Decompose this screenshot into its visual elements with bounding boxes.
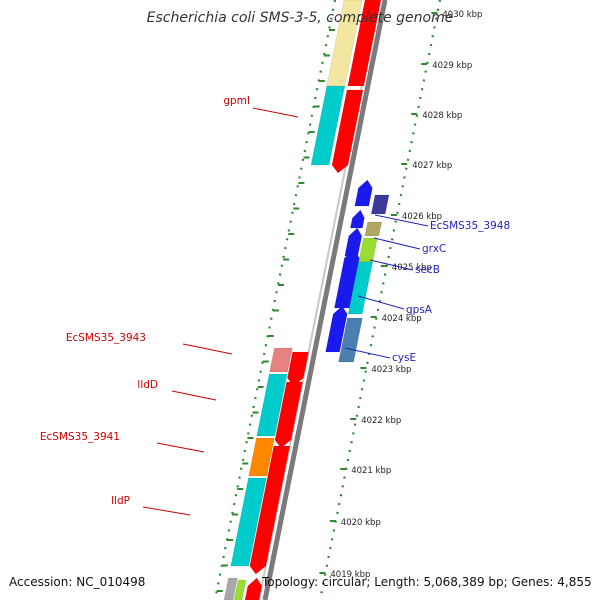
gene-block-EcSMS35_3943 xyxy=(268,347,294,373)
tick-label: 4021 kbp xyxy=(351,466,391,476)
label-leader-line xyxy=(156,442,205,453)
label-leader-line xyxy=(182,343,233,355)
gene-label-forward: grxC xyxy=(422,243,446,255)
gene-block-gpmI xyxy=(310,85,346,166)
tick-label: 4022 kbp xyxy=(361,416,401,426)
gene-block-gpsA xyxy=(347,261,374,315)
gene-block-red-gpmI xyxy=(331,89,364,174)
gene-label-reverse: gpmI xyxy=(223,95,250,107)
label-leader-line xyxy=(373,237,421,250)
label-leader-line xyxy=(357,295,405,310)
tick-label: 4020 kbp xyxy=(341,518,381,528)
gene-block-cysE xyxy=(337,317,364,363)
label-leader-line xyxy=(374,214,429,227)
tick-label: 4028 kbp xyxy=(422,111,462,121)
gene-block-EcSMS35_3941 xyxy=(248,437,276,477)
gene-block-blue-2 xyxy=(349,209,365,229)
backbone-line xyxy=(262,0,388,600)
tick-label: 4024 kbp xyxy=(382,314,422,324)
gene-label-forward: EcSMS35_3948 xyxy=(430,220,510,232)
gene-label-forward: gpsA xyxy=(406,304,433,316)
gene-label-reverse: EcSMS35_3943 xyxy=(66,332,146,344)
tick-label: 4025 kbp xyxy=(392,263,432,273)
gene-block-red-bottom xyxy=(244,577,263,600)
gene-block-lldD xyxy=(256,373,288,437)
label-leader-line xyxy=(369,259,414,271)
gene-block-green-bottom xyxy=(233,579,247,600)
tick-label: 4030 kbp xyxy=(442,10,482,20)
gene-label-reverse: lldP xyxy=(111,495,130,507)
gene-label-reverse: EcSMS35_3941 xyxy=(40,431,120,443)
gene-block-blue-5 xyxy=(324,305,348,353)
gene-block-grxC xyxy=(364,221,383,237)
footer-left-bg xyxy=(0,570,150,592)
gene-block-secB xyxy=(357,237,379,263)
tick-label: 4029 kbp xyxy=(432,61,472,71)
gene-block-gray-bottom xyxy=(223,577,239,600)
label-leader-line xyxy=(252,107,299,118)
gene-block-red-top xyxy=(347,0,382,87)
gene-block-red-lldP xyxy=(249,445,291,575)
gene-label-reverse: lldD xyxy=(137,379,158,391)
label-leader-line xyxy=(344,347,391,359)
label-leader-line xyxy=(171,390,217,401)
tick-label: 4026 kbp xyxy=(402,212,442,222)
accession-text: Accession: NC_010498 xyxy=(9,575,146,589)
label-leader-line xyxy=(142,506,191,516)
tick-label: 4027 kbp xyxy=(412,161,452,171)
gene-block-yellow xyxy=(325,0,363,89)
map-title: Escherichia coli SMS-3-5, complete genom… xyxy=(146,10,454,26)
genome-summary-text: Topology: circular; Length: 5,068,389 bp… xyxy=(262,575,592,589)
gene-label-forward: cysE xyxy=(392,352,416,364)
tick-label: 4019 kbp xyxy=(330,570,370,580)
gene-block-red-lldD xyxy=(274,381,304,449)
tick-label: 4023 kbp xyxy=(371,365,411,375)
gene-block-blue-1 xyxy=(354,179,373,207)
gene-block-lldP xyxy=(230,477,268,567)
gene-block-EcSMS35_3948 xyxy=(370,194,390,215)
gene-label-forward: secB xyxy=(415,264,440,276)
